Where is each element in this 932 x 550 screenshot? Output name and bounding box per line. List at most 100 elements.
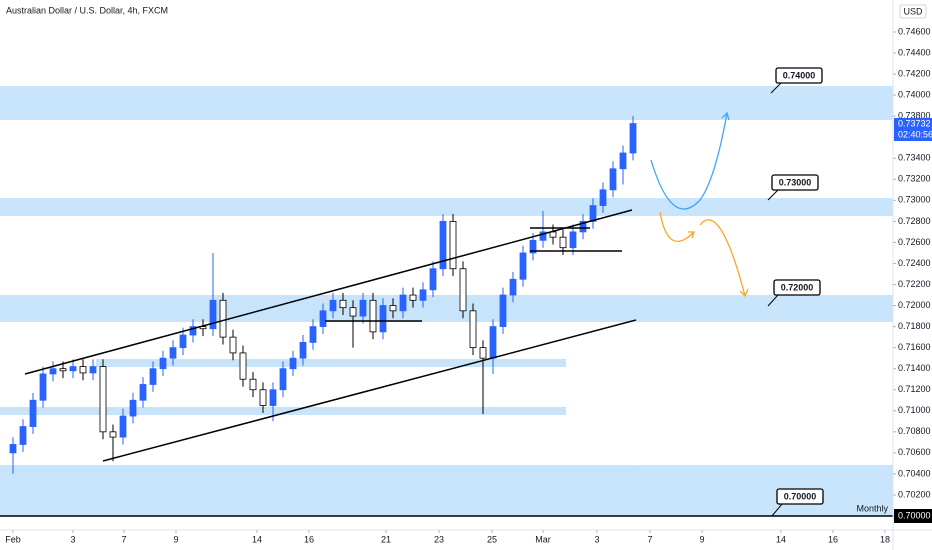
- candle-body: [49, 368, 57, 375]
- candle-body: [459, 268, 467, 312]
- y-tick-label: 0.73000: [898, 195, 931, 205]
- countdown: 02:40:56: [898, 129, 932, 139]
- candle-body: [129, 399, 137, 417]
- candle-body: [309, 326, 317, 343]
- y-tick-label: 0.73400: [898, 153, 931, 163]
- x-tick-label: 7: [647, 534, 652, 544]
- candle-body: [289, 357, 297, 370]
- candle-body: [329, 299, 337, 312]
- callout-label: 0.74000: [783, 70, 816, 80]
- y-tick-label: 0.74000: [898, 89, 931, 99]
- candle-body: [349, 307, 357, 317]
- projection-arrow: [699, 219, 746, 297]
- zone: [0, 295, 893, 322]
- monthly-label: Monthly: [856, 503, 888, 513]
- candle-body: [559, 236, 567, 249]
- candle-body: [549, 231, 557, 238]
- candle-body: [599, 189, 607, 207]
- candle-body: [169, 347, 177, 359]
- callouts: 0.74000 0.73000 0.72000 0.70000: [767, 67, 824, 517]
- x-tick-label: 23: [434, 534, 444, 544]
- candle-body: [419, 289, 427, 301]
- arrow-head: [721, 111, 730, 121]
- y-tick-label: 0.71400: [898, 363, 931, 373]
- zone: [0, 465, 893, 516]
- x-tick-label: 16: [304, 534, 314, 544]
- candle-body: [609, 168, 617, 191]
- arrow-head: [688, 231, 695, 239]
- y-tick-label: 0.73200: [898, 174, 931, 184]
- callout-box: [771, 174, 819, 191]
- level-label: 0.70000: [898, 510, 931, 520]
- x-tick-label: 7: [121, 534, 126, 544]
- candle-body: [239, 352, 247, 380]
- x-tick-label: 14: [776, 534, 786, 544]
- drawings: [0, 209, 893, 517]
- candle-body: [219, 299, 227, 338]
- candle-body: [139, 384, 147, 401]
- y-tick-label: 0.70600: [898, 447, 931, 457]
- candle-body: [109, 431, 117, 438]
- candle-body: [189, 326, 197, 336]
- y-tick-label: 0.74400: [898, 47, 931, 57]
- zone: [0, 407, 566, 415]
- candle-body: [359, 299, 367, 317]
- candle-body: [69, 366, 77, 372]
- candle-body: [539, 231, 547, 241]
- candle-body: [99, 366, 107, 433]
- y-tick-label: 0.72600: [898, 237, 931, 247]
- candle-body: [509, 278, 517, 296]
- currency-box: [899, 4, 927, 19]
- x-tick-label: Mar: [535, 534, 551, 544]
- callout-label: 0.73000: [779, 177, 812, 187]
- x-tick-label: 21: [381, 534, 391, 544]
- callout-pointer: [767, 294, 779, 307]
- x-tick-label: 16: [828, 534, 838, 544]
- candle-body: [339, 299, 347, 309]
- candle-body: [519, 252, 527, 280]
- x-tick-label: Feb: [5, 534, 21, 544]
- x-tick-label: 9: [173, 534, 178, 544]
- y-tick-label: 0.71800: [898, 321, 931, 331]
- y-tick-label: 0.71000: [898, 405, 931, 415]
- callout-pointer: [770, 81, 783, 94]
- zone: [96, 359, 566, 367]
- x-tick-label: 14: [252, 534, 262, 544]
- callout-label: 0.72000: [781, 282, 814, 292]
- trendline: [24, 209, 633, 375]
- candle-body: [179, 334, 187, 349]
- candle-body: [569, 231, 577, 249]
- candle-body: [299, 341, 307, 359]
- candle-body: [319, 310, 327, 328]
- trendline: [102, 319, 637, 462]
- price-badge: [894, 118, 932, 141]
- price-label: 0.73732: [898, 118, 931, 128]
- arrow-head: [739, 288, 749, 298]
- candle-body: [19, 426, 27, 445]
- x-tick-label: 3: [594, 534, 599, 544]
- x-axis: Feb 3 7 9 14 16 21 23 25 Mar 3 7 9 14 16 18: [5, 530, 890, 544]
- x-tick-label: 9: [699, 534, 704, 544]
- callout-box: [776, 488, 824, 505]
- candle-body: [389, 305, 397, 312]
- callout-label: 0.70000: [784, 491, 817, 501]
- candle-body: [29, 399, 37, 427]
- candle-body: [409, 294, 417, 301]
- callout-pointer: [767, 189, 779, 201]
- y-tick-label: 0.71200: [898, 384, 931, 394]
- candle-body: [529, 239, 537, 254]
- candle-body: [499, 294, 507, 328]
- level-badge: [894, 509, 932, 523]
- y-tick-label: 0.73800: [898, 111, 931, 121]
- candle-body: [479, 347, 487, 359]
- y-tick-label: 0.72000: [898, 300, 931, 310]
- chart-title: Australian Dollar / U.S. Dollar, 4h, FXC…: [6, 5, 168, 15]
- candle-body: [39, 373, 47, 401]
- candle-body: [619, 152, 627, 170]
- zones: [0, 86, 893, 516]
- candle-body: [449, 220, 457, 270]
- candle-body: [399, 294, 407, 312]
- candle-body: [89, 366, 97, 374]
